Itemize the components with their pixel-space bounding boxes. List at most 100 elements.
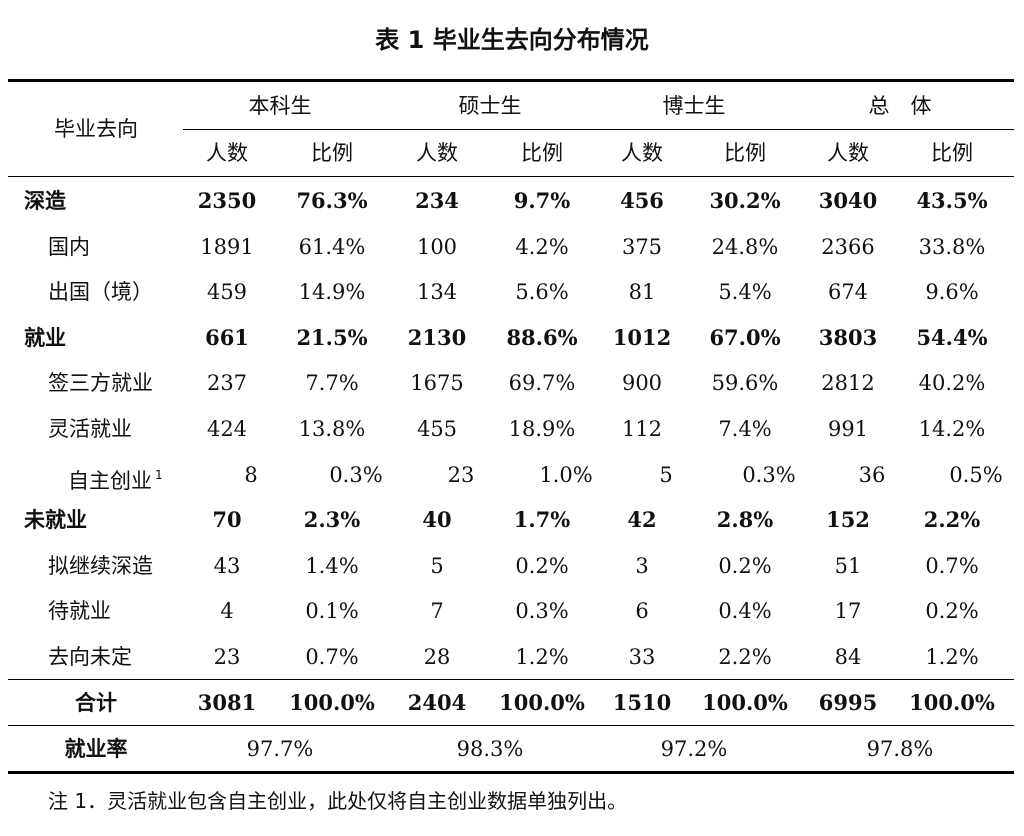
table-cell: 234 [415, 188, 459, 213]
table-cell: 2.8% [716, 507, 774, 533]
table-cell: 2.2% [718, 645, 772, 669]
rate-cell: 97.8% [866, 737, 934, 761]
total-cell: 2404 [407, 690, 467, 715]
row-label: 待就业 [48, 599, 111, 624]
table-cell: 0.7% [305, 645, 359, 669]
total-cell: 6995 [818, 690, 878, 715]
rate-label: 就业率 [64, 737, 128, 761]
table-cell: 0.2% [515, 553, 569, 578]
table-cell: 76.3% [296, 188, 368, 213]
table-cell: 5 [659, 462, 673, 487]
table-title: 表 1 毕业生去向分布情况 [375, 26, 649, 54]
table-cell: 13.8% [298, 417, 366, 441]
header-group: 硕士生 [458, 94, 522, 118]
table-cell: 375 [621, 234, 663, 259]
table-cell: 28 [423, 645, 451, 669]
header-bottom-rule [8, 176, 1014, 177]
header-group-rule [183, 129, 1014, 130]
table-cell: 1.0% [539, 462, 593, 487]
rate-cell: 97.2% [660, 737, 728, 761]
table-cell: 3 [635, 553, 649, 578]
table-cell: 424 [206, 417, 248, 441]
header-sub: 人数 [621, 141, 663, 165]
table-cell: 0.7% [925, 553, 979, 578]
table-cell: 2.2% [923, 507, 981, 533]
table-cell: 674 [827, 280, 869, 305]
table-cell: 3803 [818, 324, 878, 350]
table-cell: 100 [416, 234, 458, 259]
table-cell: 81 [628, 280, 656, 305]
table-cell: 1.2% [925, 645, 979, 669]
table-cell: 112 [621, 417, 663, 441]
row-label: 签三方就业 [48, 371, 153, 396]
table-cell: 0.3% [742, 462, 796, 487]
table-cell: 1891 [200, 234, 254, 259]
footnote: 注 1．灵活就业包含自主创业，此处仅将自主创业数据单独列出。 [48, 789, 628, 813]
table-cell: 70 [212, 507, 242, 533]
table-cell: 88.6% [506, 324, 578, 350]
table-cell: 0.2% [925, 599, 979, 624]
table-cell: 0.1% [305, 599, 359, 624]
table-cell: 2130 [407, 324, 467, 350]
total-cell: 3081 [197, 690, 257, 715]
table-cell: 43 [213, 553, 241, 578]
row-label: 去向未定 [48, 645, 132, 669]
header-group: 本科生 [248, 94, 312, 118]
row-label: 自主创业 1 [68, 467, 163, 493]
table-cell: 2350 [197, 188, 257, 213]
table-cell: 40 [422, 507, 452, 533]
table-cell: 1675 [410, 371, 464, 396]
table-cell: 900 [621, 371, 663, 396]
total-cell: 100.0% [702, 690, 788, 715]
total-cell: 100.0% [909, 690, 995, 715]
table-cell: 9.7% [513, 188, 571, 213]
table-cell: 1.7% [513, 507, 571, 533]
table-cell: 459 [206, 280, 248, 305]
table-cell: 6 [635, 599, 649, 624]
table-cell: 36 [858, 462, 886, 487]
table-cell: 69.7% [508, 371, 576, 396]
table-cell: 9.6% [925, 280, 979, 305]
total-cell: 1510 [612, 690, 672, 715]
table-cell: 661 [205, 324, 249, 350]
table-cell: 33 [628, 645, 656, 669]
table-cell: 7.4% [718, 417, 772, 441]
header-sub: 比例 [931, 141, 973, 165]
header-sub: 比例 [724, 141, 766, 165]
table-cell: 42 [627, 507, 657, 533]
header-group: 博士生 [662, 94, 726, 118]
footnote-marker: 1 [155, 467, 163, 482]
table-cell: 0.5% [949, 462, 1003, 487]
table-cell: 0.4% [718, 599, 772, 624]
total-cell: 100.0% [499, 690, 585, 715]
header-group: 总 体 [868, 94, 932, 118]
row-label: 就业 [24, 325, 66, 350]
table-cell: 54.4% [916, 324, 988, 350]
header-row-label: 毕业去向 [54, 117, 138, 141]
rate-cell: 98.3% [456, 737, 524, 761]
table-cell: 67.0% [709, 324, 781, 350]
table-cell: 1012 [612, 324, 672, 350]
table-cell: 59.6% [711, 371, 779, 396]
header-sub: 人数 [416, 141, 458, 165]
bottom-rule [8, 771, 1014, 774]
total-top-rule [8, 679, 1014, 680]
table-cell: 0.2% [718, 553, 772, 578]
table-cell: 84 [834, 645, 862, 669]
table-cell: 0.3% [515, 599, 569, 624]
header-sub: 比例 [311, 141, 353, 165]
table-cell: 23 [447, 462, 475, 487]
table-cell: 4.2% [515, 234, 569, 259]
table-cell: 991 [827, 417, 869, 441]
rate-cell: 97.7% [246, 737, 314, 761]
table-cell: 2.3% [303, 507, 361, 533]
table-cell: 7 [430, 599, 444, 624]
table-cell: 134 [416, 280, 458, 305]
table-cell: 40.2% [918, 371, 986, 396]
table-cell: 24.8% [711, 234, 779, 259]
table-cell: 455 [416, 417, 458, 441]
table-cell: 23 [213, 645, 241, 669]
table-cell: 0.3% [329, 462, 383, 487]
header-sub: 人数 [827, 141, 869, 165]
header-sub: 比例 [521, 141, 563, 165]
